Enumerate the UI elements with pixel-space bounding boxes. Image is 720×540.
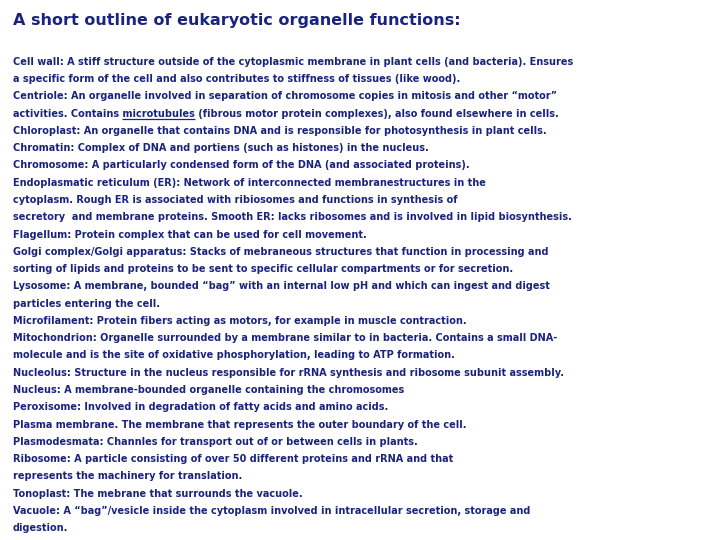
Text: secretory  and membrane proteins. Smooth ER: lacks ribosomes and is involved in : secretory and membrane proteins. Smooth …	[13, 212, 572, 222]
Text: represents the machinery for translation.: represents the machinery for translation…	[13, 471, 242, 482]
Text: sorting of lipids and proteins to be sent to specific cellular compartments or f: sorting of lipids and proteins to be sen…	[13, 264, 513, 274]
Text: cytoplasm. Rough ER is associated with ribiosomes and functions in synthesis of: cytoplasm. Rough ER is associated with r…	[13, 195, 457, 205]
Text: particles entering the cell.: particles entering the cell.	[13, 299, 160, 309]
Text: Chloroplast: An organelle that contains DNA and is responsible for photosynthesi: Chloroplast: An organelle that contains …	[13, 126, 546, 136]
Text: Mitochondrion: Organelle surrounded by a membrane similar to in bacteria. Contai: Mitochondrion: Organelle surrounded by a…	[13, 333, 557, 343]
Text: Flagellum: Protein complex that can be used for cell movement.: Flagellum: Protein complex that can be u…	[13, 230, 366, 240]
Text: Nucleus: A membrane-bounded organelle containing the chromosomes: Nucleus: A membrane-bounded organelle co…	[13, 385, 404, 395]
Text: a specific form of the cell and also contributes to stiffness of tissues (like w: a specific form of the cell and also con…	[13, 74, 460, 84]
Text: Golgi complex/Golgi apparatus: Stacks of mebraneous structures that function in : Golgi complex/Golgi apparatus: Stacks of…	[13, 247, 549, 257]
Text: Microfilament: Protein fibers acting as motors, for example in muscle contractio: Microfilament: Protein fibers acting as …	[13, 316, 467, 326]
Text: activities. Contains microtubules (fibrous motor protein complexes), also found : activities. Contains microtubules (fibro…	[13, 109, 559, 119]
Text: digestion.: digestion.	[13, 523, 68, 534]
Text: Chromosome: A particularly condensed form of the DNA (and associated proteins).: Chromosome: A particularly condensed for…	[13, 160, 469, 171]
Text: Tonoplast: The mebrane that surrounds the vacuole.: Tonoplast: The mebrane that surrounds th…	[13, 489, 302, 499]
Text: Chromatin: Complex of DNA and portiens (such as histones) in the nucleus.: Chromatin: Complex of DNA and portiens (…	[13, 143, 428, 153]
Text: Vacuole: A “bag”/vesicle inside the cytoplasm involved in intracellular secretio: Vacuole: A “bag”/vesicle inside the cyto…	[13, 506, 531, 516]
Text: Lysosome: A membrane, bounded “bag” with an internal low pH and which can ingest: Lysosome: A membrane, bounded “bag” with…	[13, 281, 550, 292]
Text: molecule and is the site of oxidative phosphorylation, leading to ATP formation.: molecule and is the site of oxidative ph…	[13, 350, 455, 361]
Text: Centriole: An organelle involved in separation of chromosome copies in mitosis a: Centriole: An organelle involved in sepa…	[13, 91, 557, 102]
Text: Ribosome: A particle consisting of over 50 different proteins and rRNA and that: Ribosome: A particle consisting of over …	[13, 454, 453, 464]
Text: Nucleolus: Structure in the nucleus responsible for rRNA synthesis and ribosome : Nucleolus: Structure in the nucleus resp…	[13, 368, 564, 378]
Text: Plasma membrane. The membrane that represents the outer boundary of the cell.: Plasma membrane. The membrane that repre…	[13, 420, 467, 430]
Text: Peroxisome: Involved in degradation of fatty acids and amino acids.: Peroxisome: Involved in degradation of f…	[13, 402, 388, 413]
Text: Cell wall: A stiff structure outside of the cytoplasmic membrane in plant cells : Cell wall: A stiff structure outside of …	[13, 57, 573, 67]
Text: Endoplasmatic reticulum (ER): Network of interconnected membranestructures in th: Endoplasmatic reticulum (ER): Network of…	[13, 178, 486, 188]
Text: Plasmodesmata: Channles for transport out of or between cells in plants.: Plasmodesmata: Channles for transport ou…	[13, 437, 418, 447]
Text: A short outline of eukaryotic organelle functions:: A short outline of eukaryotic organelle …	[13, 14, 461, 29]
